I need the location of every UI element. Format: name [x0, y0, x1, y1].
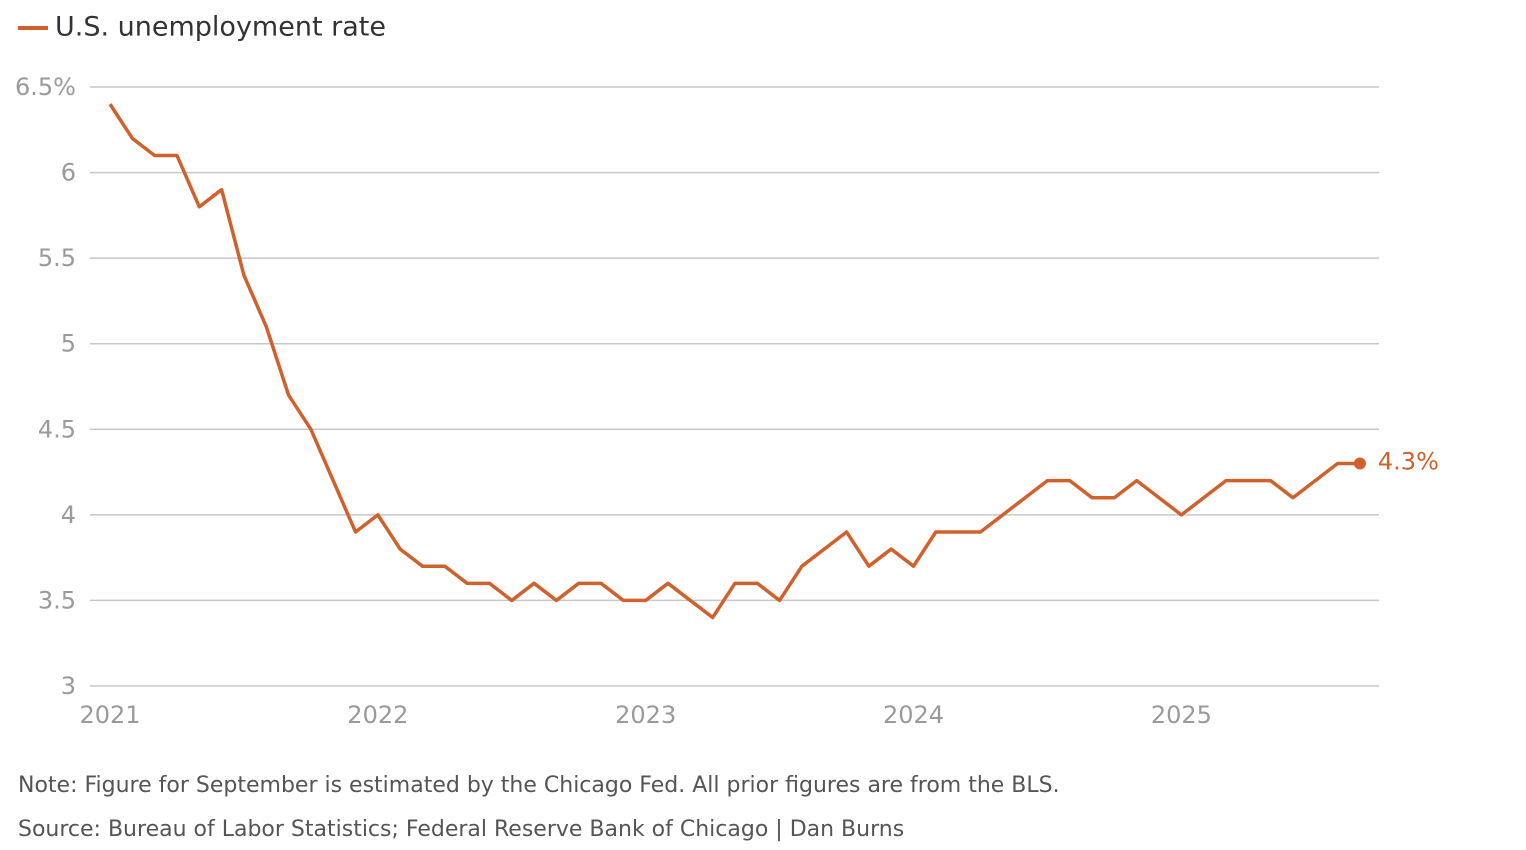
x-tick-label: 2022	[347, 701, 408, 729]
data-line	[108, 103, 1360, 620]
y-tick-label: 4.5	[38, 415, 76, 443]
y-tick-label: 5.5	[38, 244, 76, 272]
y-tick-label: 4	[61, 501, 76, 529]
x-tick-label: 2023	[615, 701, 676, 729]
source: Source: Bureau of Labor Statistics; Fede…	[18, 817, 904, 842]
y-tick-label: 3.5	[38, 586, 76, 614]
y-tick-label: 6	[61, 159, 76, 187]
value-label: 4.3%	[1378, 448, 1439, 476]
y-tick-label: 5	[61, 330, 76, 358]
x-tick-label: 2021	[79, 701, 140, 729]
x-tick-label: 2025	[1151, 701, 1212, 729]
x-tick-label: 2024	[883, 701, 944, 729]
y-tick-label: 6.5%	[15, 73, 76, 101]
legend-label: U.S. unemployment rate	[55, 12, 386, 43]
y-tick-label: 3	[61, 672, 76, 700]
note: Note: Figure for September is estimated …	[18, 773, 1060, 798]
end-point	[1353, 457, 1366, 470]
